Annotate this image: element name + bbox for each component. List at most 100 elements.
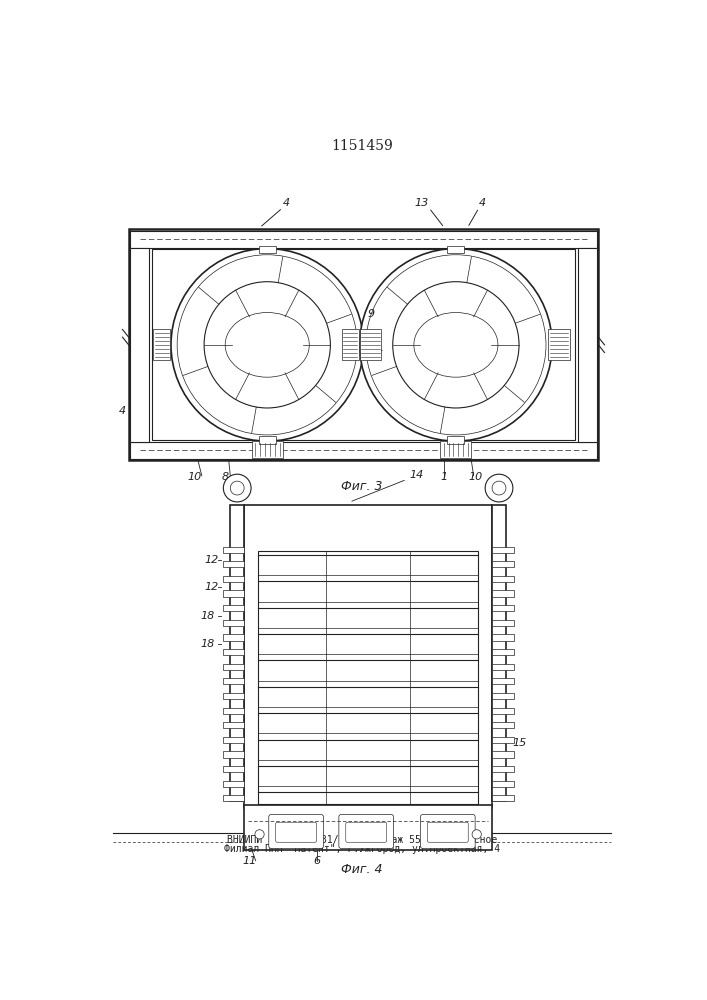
- Bar: [492, 505, 506, 801]
- Bar: [152, 249, 575, 440]
- Text: 9: 9: [409, 304, 417, 314]
- FancyBboxPatch shape: [346, 822, 387, 842]
- FancyBboxPatch shape: [421, 815, 475, 848]
- Text: 9: 9: [368, 309, 375, 319]
- Text: 15: 15: [512, 738, 526, 748]
- FancyBboxPatch shape: [428, 822, 468, 842]
- Text: 10: 10: [468, 472, 482, 482]
- Bar: [223, 708, 244, 714]
- Bar: [549, 329, 570, 360]
- Text: 18: 18: [200, 639, 214, 649]
- Bar: [578, 248, 597, 442]
- Bar: [223, 795, 244, 801]
- Text: 5: 5: [552, 348, 559, 358]
- Bar: [492, 708, 514, 714]
- Text: Фиг. 3: Фиг. 3: [341, 480, 382, 493]
- Circle shape: [366, 255, 546, 435]
- Text: 1: 1: [440, 472, 448, 482]
- Bar: [223, 751, 244, 758]
- Bar: [130, 248, 149, 442]
- Text: 7: 7: [409, 332, 417, 342]
- Bar: [252, 441, 283, 458]
- Bar: [440, 441, 472, 458]
- Bar: [448, 246, 464, 253]
- FancyBboxPatch shape: [276, 822, 317, 842]
- Text: Филиал ППП "Патент", г.Ужгород, ул.Проектная, 4: Филиал ППП "Патент", г.Ужгород, ул.Проек…: [224, 844, 500, 854]
- Text: 4: 4: [479, 198, 486, 208]
- Bar: [259, 436, 276, 444]
- FancyBboxPatch shape: [269, 815, 324, 848]
- Text: 11: 11: [243, 856, 257, 866]
- Bar: [492, 620, 514, 626]
- Text: 14: 14: [409, 470, 424, 480]
- Bar: [448, 436, 464, 444]
- Bar: [259, 246, 276, 253]
- Bar: [230, 505, 244, 801]
- Circle shape: [171, 249, 363, 441]
- Text: 10: 10: [187, 472, 201, 482]
- Text: 4: 4: [119, 406, 126, 416]
- Ellipse shape: [414, 312, 498, 377]
- Text: 12: 12: [204, 582, 218, 592]
- Bar: [492, 590, 514, 597]
- Circle shape: [492, 481, 506, 495]
- Bar: [492, 547, 514, 553]
- Bar: [492, 664, 514, 670]
- Text: 1151459: 1151459: [331, 139, 393, 153]
- Text: 4: 4: [283, 198, 290, 208]
- Bar: [223, 547, 244, 553]
- Text: 6: 6: [314, 856, 321, 866]
- Bar: [492, 561, 514, 567]
- Bar: [130, 442, 597, 459]
- Circle shape: [230, 481, 244, 495]
- Bar: [492, 605, 514, 611]
- Bar: [223, 781, 244, 787]
- Bar: [492, 737, 514, 743]
- Bar: [492, 722, 514, 728]
- Circle shape: [255, 830, 264, 839]
- Bar: [223, 590, 244, 597]
- Bar: [223, 576, 244, 582]
- Bar: [492, 649, 514, 655]
- Bar: [492, 781, 514, 787]
- Text: 7: 7: [363, 337, 370, 347]
- Text: 13: 13: [414, 198, 428, 208]
- Bar: [223, 561, 244, 567]
- Bar: [342, 329, 359, 360]
- Text: Фиг. 4: Фиг. 4: [341, 863, 382, 876]
- FancyBboxPatch shape: [339, 815, 394, 848]
- Circle shape: [472, 830, 481, 839]
- Bar: [223, 693, 244, 699]
- Bar: [492, 634, 514, 641]
- Text: 8: 8: [221, 472, 228, 482]
- Circle shape: [393, 282, 519, 408]
- Ellipse shape: [226, 312, 309, 377]
- Circle shape: [485, 474, 513, 502]
- Bar: [223, 664, 244, 670]
- Circle shape: [204, 282, 330, 408]
- Bar: [223, 737, 244, 743]
- Bar: [223, 766, 244, 772]
- Circle shape: [360, 249, 552, 441]
- Circle shape: [177, 255, 357, 435]
- Bar: [130, 231, 597, 248]
- Bar: [492, 576, 514, 582]
- Bar: [223, 649, 244, 655]
- Bar: [360, 329, 381, 360]
- Bar: [223, 678, 244, 684]
- Text: 12: 12: [204, 555, 218, 565]
- Bar: [223, 620, 244, 626]
- Bar: [223, 605, 244, 611]
- Bar: [492, 678, 514, 684]
- Bar: [223, 634, 244, 641]
- Text: ВНИИПИ  Заказ 2231/12    Тираж 552   Подписное: ВНИИПИ Заказ 2231/12 Тираж 552 Подписное: [227, 835, 497, 845]
- Bar: [223, 722, 244, 728]
- Bar: [492, 693, 514, 699]
- Bar: [153, 329, 170, 360]
- Bar: [492, 766, 514, 772]
- Bar: [492, 795, 514, 801]
- Bar: [492, 751, 514, 758]
- Bar: [244, 805, 492, 850]
- Bar: [258, 551, 478, 804]
- Bar: [244, 505, 492, 808]
